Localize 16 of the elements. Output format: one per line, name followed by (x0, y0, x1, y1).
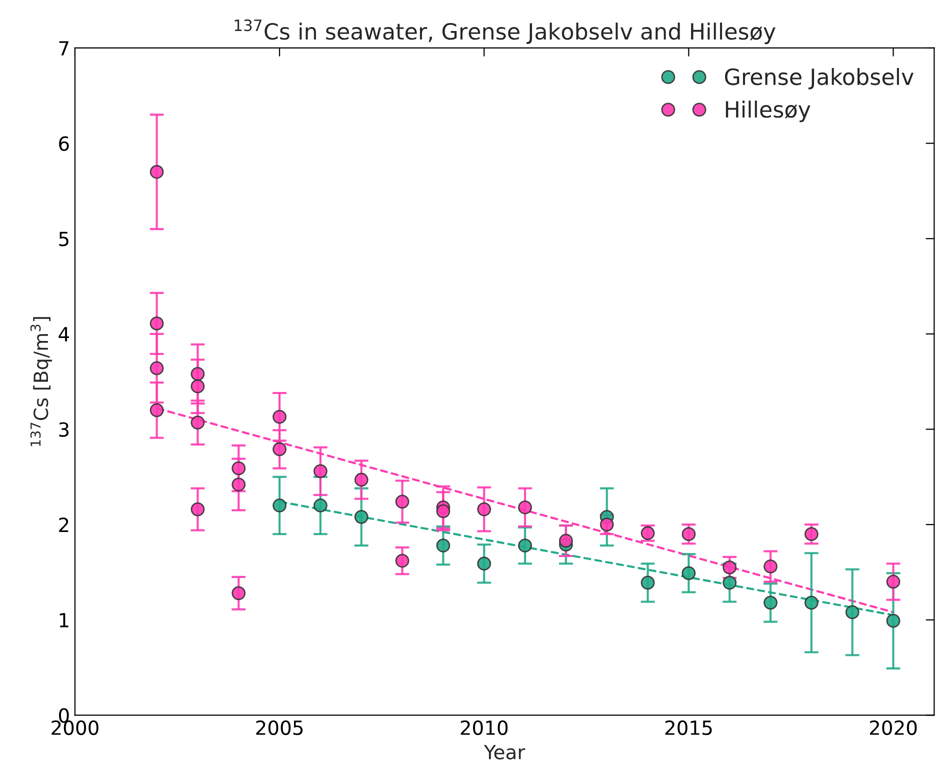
x-tick-label: 2010 (460, 720, 508, 736)
x-axis-title: Year (484, 745, 526, 760)
y-tick-label: 6 (59, 136, 69, 151)
y-tick-label: 7 (59, 41, 68, 56)
y-tick-label: 1 (60, 613, 68, 628)
x-tick-label: 2020 (870, 720, 917, 736)
y-tick-label: 3 (59, 422, 69, 437)
y-tick-label: 4 (58, 327, 70, 342)
x-tick-label: 2015 (665, 720, 712, 736)
y-tick-label: 2 (59, 518, 68, 532)
legend-label: Hillesøy (726, 100, 810, 122)
chart-title: $^{137}$Cs in seawater, Grense Jakobselv and Hillesøy (234, 19, 776, 44)
y-axis-title: $^{137}$Cs [Bq/m$^{3}$] (30, 317, 52, 446)
x-tick-label: 2005 (256, 720, 303, 736)
y-tick-label: 5 (59, 232, 68, 246)
legend-label: Grense Jakobselv (724, 68, 914, 90)
